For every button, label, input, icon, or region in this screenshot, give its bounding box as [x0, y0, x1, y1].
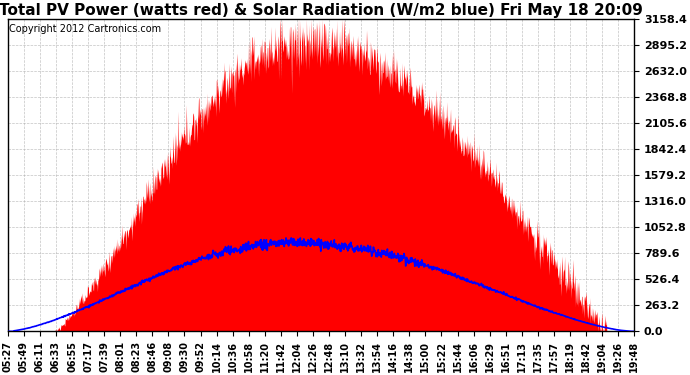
Title: Total PV Power (watts red) & Solar Radiation (W/m2 blue) Fri May 18 20:09: Total PV Power (watts red) & Solar Radia…	[0, 3, 643, 18]
Text: Copyright 2012 Cartronics.com: Copyright 2012 Cartronics.com	[9, 24, 161, 34]
